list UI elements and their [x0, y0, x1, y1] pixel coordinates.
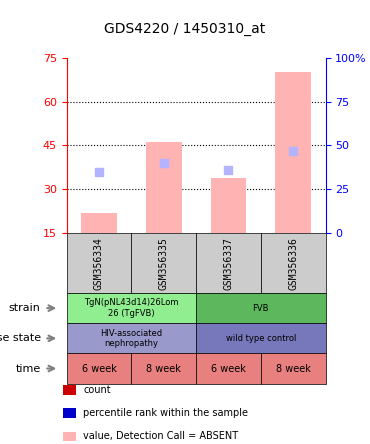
Text: GDS4220 / 1450310_at: GDS4220 / 1450310_at: [104, 22, 266, 36]
Text: time: time: [16, 364, 41, 373]
Text: 8 week: 8 week: [146, 364, 181, 373]
Text: TgN(pNL43d14)26Lom
26 (TgFVB): TgN(pNL43d14)26Lom 26 (TgFVB): [84, 298, 179, 318]
Point: [161, 159, 167, 166]
Text: GSM356335: GSM356335: [159, 237, 169, 289]
Text: GSM356336: GSM356336: [288, 237, 298, 289]
Text: 8 week: 8 week: [276, 364, 311, 373]
Point: [226, 166, 232, 174]
Text: percentile rank within the sample: percentile rank within the sample: [83, 408, 248, 418]
Bar: [275, 72, 311, 233]
Text: value, Detection Call = ABSENT: value, Detection Call = ABSENT: [83, 432, 238, 441]
Text: GSM356334: GSM356334: [94, 237, 104, 289]
Point: [290, 147, 296, 154]
Text: GSM356337: GSM356337: [223, 237, 233, 289]
Text: disease state: disease state: [0, 333, 41, 343]
Text: 6 week: 6 week: [211, 364, 246, 373]
Text: FVB: FVB: [253, 304, 269, 313]
Point: [96, 168, 102, 175]
Text: count: count: [83, 385, 111, 395]
Bar: [211, 178, 246, 233]
Text: wild type control: wild type control: [226, 334, 296, 343]
Text: 6 week: 6 week: [81, 364, 117, 373]
Text: strain: strain: [9, 303, 41, 313]
Bar: [146, 143, 182, 233]
Bar: [81, 213, 117, 233]
Text: HIV-associated
nephropathy: HIV-associated nephropathy: [100, 329, 162, 348]
